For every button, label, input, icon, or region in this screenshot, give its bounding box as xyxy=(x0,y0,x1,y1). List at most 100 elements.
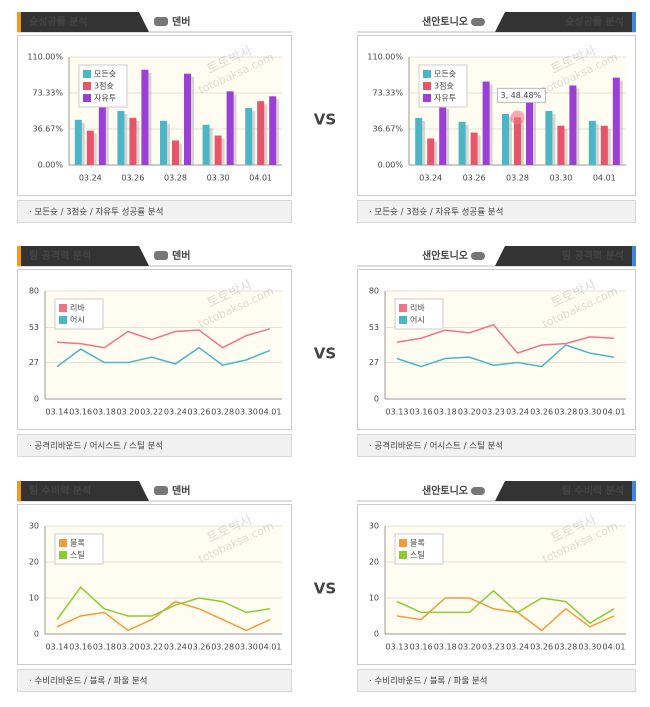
header-tab-text: 슛성공률 분석 xyxy=(565,15,624,28)
y-tick-label: 27 xyxy=(369,358,379,367)
x-tick-label: 04.01 xyxy=(603,643,626,652)
legend-swatch xyxy=(59,551,67,559)
header-tab-text: 팀 수비력 분석 xyxy=(29,484,91,497)
bar xyxy=(172,140,179,165)
x-tick-label: 03.16 xyxy=(410,643,433,652)
x-tick-label: 03.22 xyxy=(140,408,163,417)
bar xyxy=(141,69,149,165)
x-tick-label: 03.23 xyxy=(482,643,505,652)
y-tick-label: 80 xyxy=(29,287,39,296)
bar xyxy=(415,117,423,165)
bar xyxy=(588,120,596,165)
header-tab xyxy=(495,246,636,266)
y-tick-label: 10 xyxy=(369,594,379,603)
team-icon xyxy=(471,18,485,26)
x-tick-label: 03.20 xyxy=(117,643,140,652)
y-tick-label: 27 xyxy=(29,358,39,367)
y-tick-label: 20 xyxy=(369,558,379,567)
header-tab xyxy=(495,481,636,501)
line xyxy=(396,323,615,354)
footer-box xyxy=(17,669,292,692)
bar xyxy=(184,73,191,165)
x-tick-label: 03.24 xyxy=(506,643,529,652)
legend-label: 자유투 xyxy=(434,94,456,103)
legend-swatch xyxy=(423,70,431,78)
bar xyxy=(545,111,553,165)
bar xyxy=(502,113,509,165)
x-tick-label: 03.20 xyxy=(458,408,481,417)
y-tick-label: 73.33% xyxy=(32,89,63,98)
bar xyxy=(117,111,125,165)
bar xyxy=(514,117,521,165)
y-tick-label: 0.00% xyxy=(38,161,64,170)
x-tick-label: 03.28 xyxy=(211,643,234,652)
y-tick-label: 53 xyxy=(29,323,39,332)
x-tick-label: 03.26 xyxy=(530,408,553,417)
vs-label: VS xyxy=(314,580,336,598)
line xyxy=(396,344,615,368)
legend-swatch xyxy=(399,539,407,547)
legend-label: 3점슛 xyxy=(434,81,454,91)
x-tick-label: 04.01 xyxy=(259,643,282,652)
hover-dot xyxy=(510,110,525,125)
legend-swatch xyxy=(59,539,67,547)
bar xyxy=(612,77,620,165)
legend-label: 블록 xyxy=(70,538,85,548)
legend-swatch xyxy=(83,82,91,90)
x-tick-label: 03.28 xyxy=(554,643,577,652)
team-icon xyxy=(471,252,485,260)
legend-label: 스틸 xyxy=(410,550,425,560)
legend-label: 자유투 xyxy=(94,94,116,103)
y-tick-label: 36.67% xyxy=(32,124,63,133)
y-tick-label: 53 xyxy=(369,323,379,332)
x-tick-label: 03.28 xyxy=(554,408,577,417)
footer-box xyxy=(17,434,292,457)
x-tick-label: 03.18 xyxy=(434,408,457,417)
line xyxy=(396,597,615,632)
team-name: 샌안토니오 xyxy=(422,15,468,28)
legend-label: 리바 xyxy=(70,303,85,313)
header-tab xyxy=(17,481,149,501)
y-tick-label: 36.67% xyxy=(372,124,403,133)
team-icon xyxy=(471,487,485,495)
y-tick-label: 0 xyxy=(374,630,379,639)
x-tick-label: 03.20 xyxy=(458,643,481,652)
x-tick-label: 04.01 xyxy=(593,174,616,183)
legend-label: 리바 xyxy=(410,303,425,313)
line xyxy=(56,346,271,368)
bar xyxy=(526,99,533,165)
header-tab-text: 팀 공격력 분석 xyxy=(562,249,624,262)
x-tick-label: 03.24 xyxy=(79,174,102,183)
legend-swatch xyxy=(83,70,91,78)
legend-label: 어시 xyxy=(70,315,85,325)
bar xyxy=(557,125,565,165)
x-tick-label: 03.30 xyxy=(235,643,258,652)
team-name: 샌안토니오 xyxy=(422,249,468,262)
team-name: 덴버 xyxy=(172,15,190,28)
y-tick-label: 30 xyxy=(29,522,39,531)
x-tick-label: 03.30 xyxy=(207,174,230,183)
x-tick-label: 03.28 xyxy=(211,408,234,417)
header-tab xyxy=(495,12,636,32)
footer-box xyxy=(357,200,636,223)
y-tick-label: 73.33% xyxy=(372,89,403,98)
x-tick-label: 03.22 xyxy=(140,643,163,652)
bar xyxy=(245,108,253,165)
header-accent xyxy=(17,481,21,501)
y-tick-label: 80 xyxy=(369,287,379,296)
x-tick-label: 03.14 xyxy=(46,408,69,417)
team-icon xyxy=(154,486,168,495)
bar xyxy=(470,132,478,165)
bar xyxy=(427,138,435,165)
y-tick-label: 20 xyxy=(29,558,39,567)
vs-label: VS xyxy=(314,111,336,129)
bar xyxy=(226,91,234,165)
team-icon xyxy=(154,251,168,260)
x-tick-label: 03.13 xyxy=(386,408,409,417)
legend-swatch xyxy=(83,94,91,102)
bar xyxy=(257,101,265,165)
bar xyxy=(74,119,82,165)
header-accent xyxy=(17,246,21,266)
bar xyxy=(214,135,222,165)
footer-text: · 수비리바운드 / 블록 / 파울 분석 xyxy=(29,676,147,687)
